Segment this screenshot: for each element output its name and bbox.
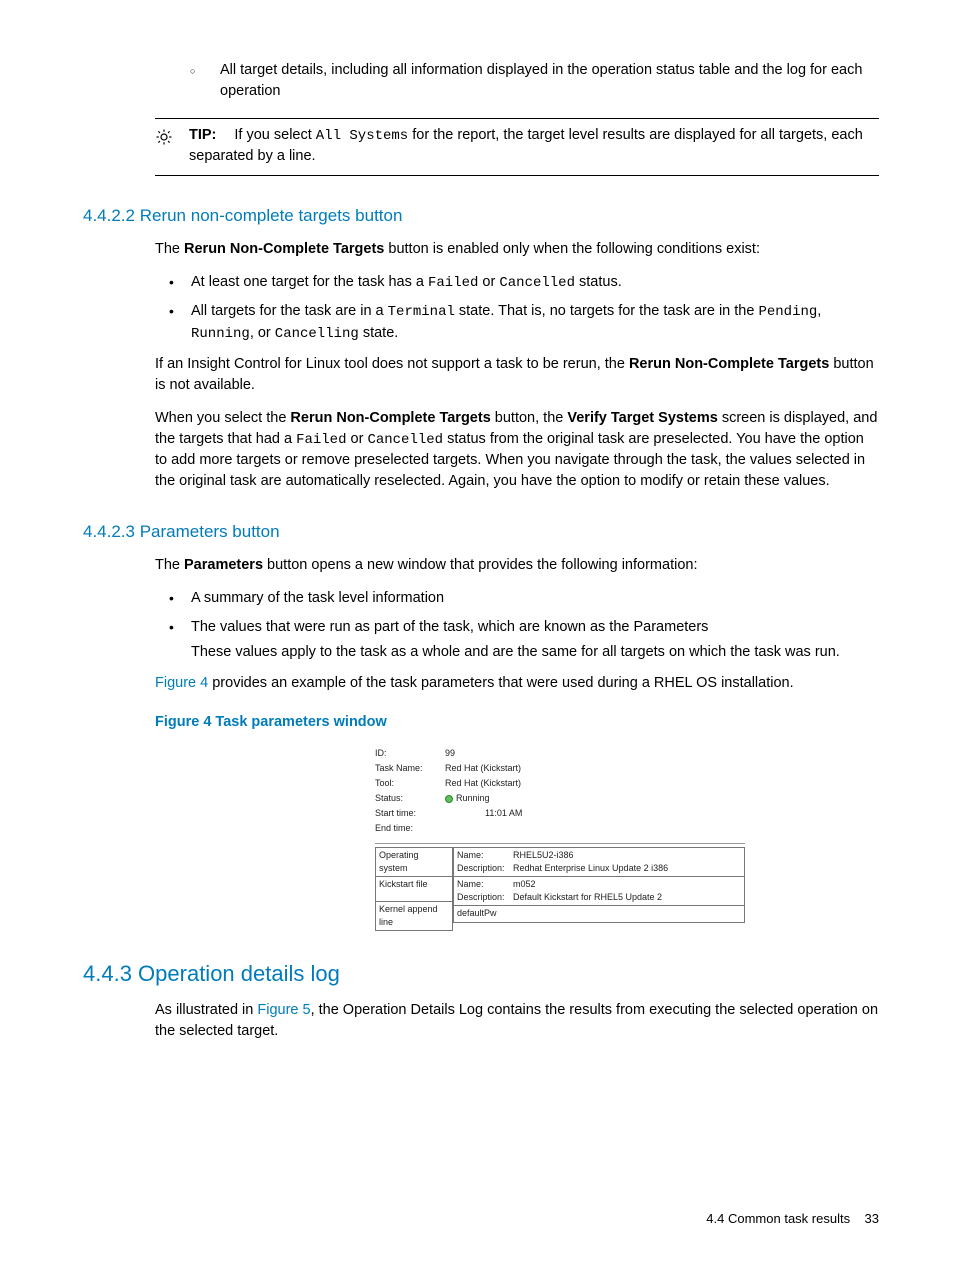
running-status-icon [445, 795, 453, 803]
fig-table: Operating system Kickstart file Kernel a… [375, 847, 745, 930]
tip-callout: TIP:If you select All Systems for the re… [155, 118, 879, 176]
list-item: At least one target for the task has a F… [155, 272, 879, 293]
figure-4-caption: Figure 4 Task parameters window [155, 712, 879, 733]
bullet-text: All target details, including all inform… [220, 60, 879, 102]
page-number: 33 [865, 1211, 879, 1226]
tip-icon [155, 125, 189, 167]
list-item: All targets for the task are in a Termin… [155, 301, 879, 344]
figure-4-image: ID:99 Task Name:Red Hat (Kickstart) Tool… [375, 747, 745, 930]
p-4423-1: The Parameters button opens a new window… [155, 555, 879, 576]
continuation-bullet: ○ All target details, including all info… [190, 60, 879, 102]
heading-4422: 4.4.2.2 Rerun non-complete targets butto… [83, 204, 879, 229]
list-item: The values that were run as part of the … [155, 617, 879, 663]
p-4422-2: If an Insight Control for Linux tool doe… [155, 354, 879, 396]
fig-meta: ID:99 Task Name:Red Hat (Kickstart) Tool… [375, 747, 745, 835]
fig-cell: Name:RHEL5U2-i386 Description:Redhat Ent… [453, 847, 745, 877]
fig-cell: defaultPw [453, 905, 745, 922]
p-443-1: As illustrated in Figure 5, the Operatio… [155, 1000, 879, 1042]
p-4422-1: The Rerun Non-Complete Targets button is… [155, 239, 879, 260]
figure-4-link[interactable]: Figure 4 [155, 675, 208, 691]
list-item: A summary of the task level information [155, 588, 879, 609]
list-4423: A summary of the task level information … [155, 588, 879, 663]
tip-text: TIP:If you select All Systems for the re… [189, 125, 879, 167]
hollow-bullet-icon: ○ [190, 60, 220, 102]
heading-443: 4.4.3 Operation details log [83, 958, 879, 990]
heading-4423: 4.4.2.3 Parameters button [83, 520, 879, 545]
p-4423-2: Figure 4 provides an example of the task… [155, 673, 879, 694]
p-4422-3: When you select the Rerun Non-Complete T… [155, 408, 879, 492]
page-footer: 4.4 Common task results 33 [706, 1210, 879, 1229]
tip-label: TIP: [189, 127, 216, 143]
fig-cell: Name:m052 Description:Default Kickstart … [453, 876, 745, 906]
figure-5-link[interactable]: Figure 5 [257, 1002, 310, 1018]
list-4422: At least one target for the task has a F… [155, 272, 879, 344]
list-item-sub: These values apply to the task as a whol… [191, 642, 879, 663]
